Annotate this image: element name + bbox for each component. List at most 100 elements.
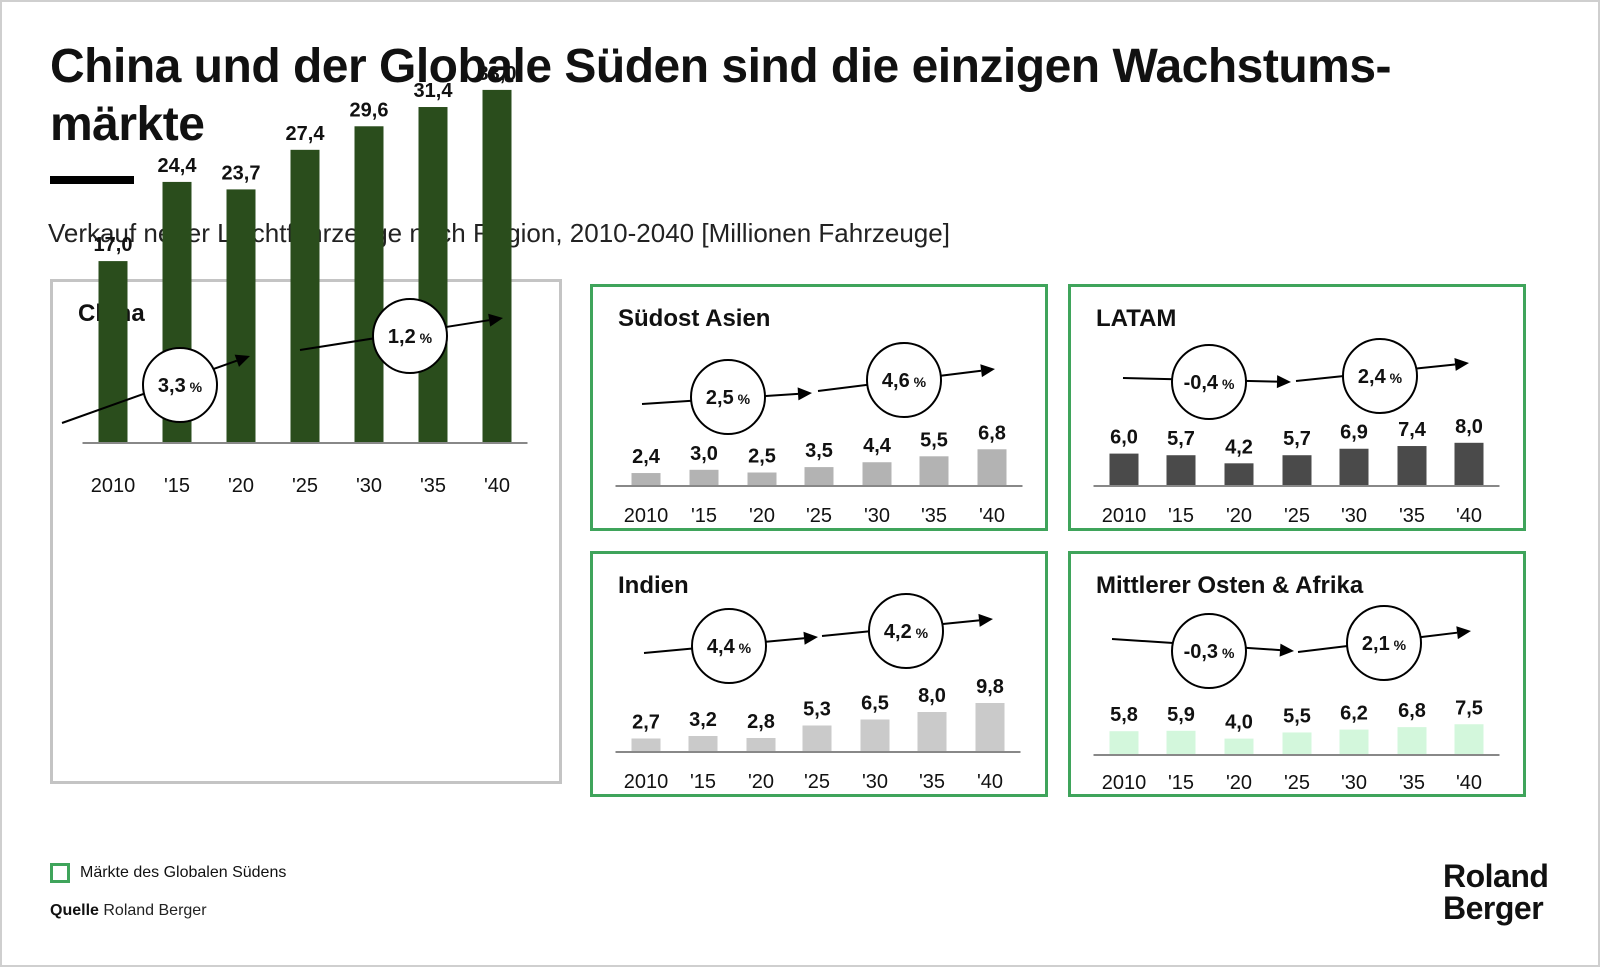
bar xyxy=(1282,455,1312,486)
bar-value-label: 3,5 xyxy=(805,440,833,462)
bar xyxy=(862,462,892,486)
bar xyxy=(802,725,832,752)
x-tick-label: '30 xyxy=(356,475,382,497)
growth-bubble-1-circle xyxy=(1171,344,1247,420)
growth-bubble-1-label: -0,4 % xyxy=(1184,372,1235,394)
bar xyxy=(1109,453,1139,486)
bar xyxy=(747,472,777,486)
bar xyxy=(1282,732,1312,755)
growth-arrow-1-head xyxy=(797,387,812,401)
bar xyxy=(226,189,256,443)
bar-value-label: 5,3 xyxy=(803,699,831,721)
x-tick-label: '25 xyxy=(806,505,832,527)
chart-suedost-asien: Südost Asien 2,4 3,0 2,5 3,5 4,4 5,5 6,8 2010 '15… xyxy=(590,284,1048,531)
x-tick-label: '25 xyxy=(1284,505,1310,527)
source-label: Quelle xyxy=(50,902,99,919)
bar-value-label: 5,9 xyxy=(1167,704,1195,726)
chart-mittlerer-osten-afrika: Mittlerer Osten & Afrika 5,8 5,9 4,0 5,5 6,2 6… xyxy=(1068,551,1526,797)
title-line-2: märkte xyxy=(50,98,205,151)
legend: Märkte des Globalen Südens xyxy=(50,863,286,883)
bar xyxy=(1339,448,1369,486)
bar xyxy=(977,449,1007,486)
bar xyxy=(418,107,448,444)
panel-title: Südost Asien xyxy=(618,305,770,332)
bar-value-label: 4,2 xyxy=(1225,436,1253,458)
x-tick-label: '35 xyxy=(921,505,947,527)
growth-bubble-2-label: 2,1 % xyxy=(1362,633,1407,655)
x-tick-label: '40 xyxy=(977,771,1003,793)
title-line-1: China und der Globale Süden sind die ein… xyxy=(50,40,1392,93)
growth-bubble-1-circle xyxy=(142,347,218,423)
x-tick-label: '25 xyxy=(804,771,830,793)
x-tick-label: '40 xyxy=(1456,772,1482,794)
x-tick-label: '15 xyxy=(691,505,717,527)
growth-bubble-1-label: -0,3 % xyxy=(1184,641,1235,663)
bar xyxy=(746,738,776,752)
x-tick-label: '15 xyxy=(1168,505,1194,527)
bar xyxy=(1224,738,1254,755)
x-tick-label: 2010 xyxy=(1102,505,1147,527)
x-tick-label: '35 xyxy=(1399,505,1425,527)
bar-value-label: 6,5 xyxy=(861,693,889,715)
bar-value-label: 6,9 xyxy=(1340,422,1368,444)
bar-value-label: 5,7 xyxy=(1283,428,1311,450)
growth-bubble-2-circle xyxy=(372,298,448,374)
x-tick-label: 2010 xyxy=(624,505,669,527)
bar-value-label: 29,6 xyxy=(350,99,389,121)
growth-bubble-2-circle xyxy=(1342,338,1418,414)
growth-bubble-2-circle xyxy=(866,342,942,418)
bar-value-label: 3,2 xyxy=(689,709,717,731)
logo-line-1: Roland xyxy=(1443,858,1549,894)
panel-frame xyxy=(590,284,1048,531)
bar xyxy=(1397,727,1427,755)
bar-value-label: 9,8 xyxy=(976,676,1004,698)
bar-value-label: 24,4 xyxy=(158,155,198,177)
growth-bubble-1-circle xyxy=(690,359,766,435)
growth-arrow-2-head xyxy=(1456,626,1471,640)
x-tick-label: '30 xyxy=(864,505,890,527)
growth-bubble-1-circle xyxy=(1171,613,1247,689)
bar-value-label: 4,4 xyxy=(863,435,892,457)
growth-bubble-2-label: 4,2 % xyxy=(884,621,929,643)
bar-value-label: 8,0 xyxy=(918,685,946,707)
bar xyxy=(689,469,719,486)
bar-value-label: 2,7 xyxy=(632,712,660,734)
bar xyxy=(1397,446,1427,486)
growth-bubble-2-label: 2,4 % xyxy=(1358,366,1403,388)
growth-bubble-1-label: 3,3 % xyxy=(158,375,203,397)
bar-value-label: 27,4 xyxy=(286,123,326,145)
growth-arrow-2-head xyxy=(978,613,993,627)
growth-bubble-2-circle xyxy=(868,593,944,669)
bar-value-label: 6,8 xyxy=(1398,700,1426,722)
x-tick-label: '30 xyxy=(1341,772,1367,794)
bar-value-label: 2,4 xyxy=(632,446,661,468)
bar xyxy=(1109,731,1139,755)
x-tick-label: '15 xyxy=(690,771,716,793)
panel-title: Mittlerer Osten & Afrika xyxy=(1096,572,1364,599)
x-tick-label: '40 xyxy=(979,505,1005,527)
bar xyxy=(1454,724,1484,755)
legend-label: Märkte des Globalen Südens xyxy=(80,864,287,881)
bar xyxy=(482,89,512,444)
bar xyxy=(917,712,947,752)
x-tick-label: '25 xyxy=(292,475,318,497)
bar-value-label: 7,5 xyxy=(1455,697,1483,719)
x-tick-label: '40 xyxy=(1456,505,1482,527)
bar xyxy=(688,736,718,752)
growth-bubble-1-circle xyxy=(691,608,767,684)
x-tick-label: '20 xyxy=(749,505,775,527)
x-tick-label: '35 xyxy=(420,475,446,497)
x-tick-label: 2010 xyxy=(1102,772,1147,794)
bar-value-label: 7,4 xyxy=(1398,419,1427,441)
bar xyxy=(1224,463,1254,486)
growth-arrow-2-head xyxy=(488,313,503,327)
growth-arrow-1-head xyxy=(234,354,250,367)
source-note: Quelle Roland Berger xyxy=(50,902,207,920)
bar-value-label: 5,8 xyxy=(1110,704,1138,726)
logo-line-2: Berger xyxy=(1443,890,1544,926)
bar xyxy=(290,149,320,443)
roland-berger-logo: Roland Berger xyxy=(1443,858,1549,926)
x-tick-label: '20 xyxy=(1226,772,1252,794)
bar-value-label: 2,8 xyxy=(747,711,775,733)
